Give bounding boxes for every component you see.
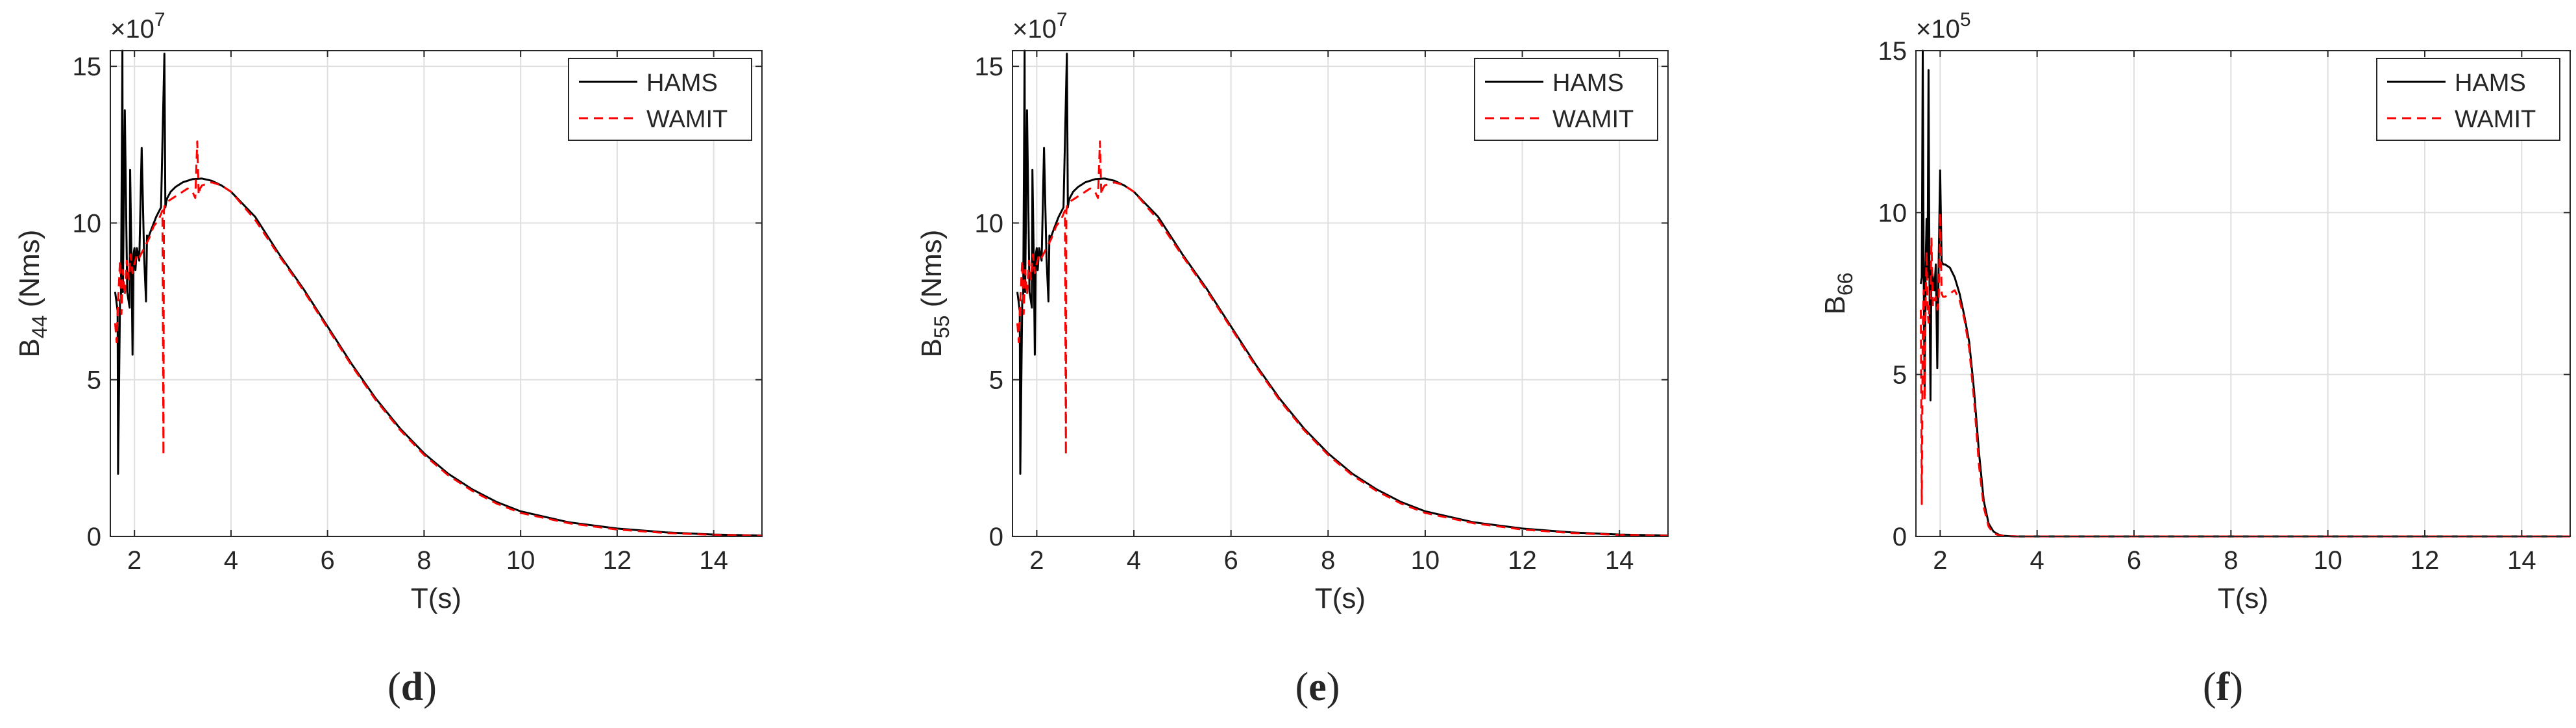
axis-exponent-power: 5: [1960, 9, 1971, 31]
legend-label-hams: HAMS: [646, 69, 718, 97]
x-tick-label: 8: [2224, 546, 2238, 575]
x-tick-labels: 2 4 6 8 10 12 14: [127, 546, 728, 575]
panel-caption-open: (: [387, 665, 401, 709]
y-tick-label: 10: [1878, 199, 1907, 227]
y-axis-label-subscript: 55: [930, 316, 953, 339]
legend-label-wamit: WAMIT: [2455, 106, 2536, 133]
x-tick-label: 6: [2127, 546, 2141, 575]
panel-caption: (d): [387, 665, 437, 709]
x-axis-label: T(s): [1315, 583, 1366, 614]
x-tick-label: 6: [321, 546, 335, 575]
y-tick-labels: 0 5 10 15: [1878, 37, 1907, 551]
series-line-wamit: [1920, 211, 2570, 538]
x-tick-label: 8: [417, 546, 431, 575]
x-tick-label: 4: [1127, 546, 1141, 575]
y-tick-label: 5: [1893, 361, 1907, 390]
chart-panel-d: 2 4 6 8 10 12 14 0 5 10 15 ×107 T(s) B44 (Nms) HAMS WAM…: [14, 9, 763, 709]
x-axis-label: T(s): [411, 583, 461, 614]
axis-exponent: ×107: [110, 9, 166, 44]
x-tick-label: 14: [1605, 546, 1634, 575]
panel-caption-open: (: [2203, 665, 2216, 709]
y-tick-label: 15: [73, 53, 102, 81]
panel-caption-letter: e: [1308, 665, 1327, 709]
chart-panel-e: 2 4 6 8 10 12 14 0 5 10 15 ×107 T(s) B55 (Nms) HAMS WAM…: [916, 9, 1669, 709]
axis-exponent-base: ×10: [1012, 15, 1057, 44]
x-tick-label: 2: [127, 546, 141, 575]
x-axis-label: T(s): [2218, 583, 2268, 614]
y-axis-label-unit: (Nms): [14, 230, 45, 316]
x-tick-label: 14: [2507, 546, 2536, 575]
panel-caption-open: (: [1295, 665, 1309, 709]
series-line-hams: [1016, 49, 1669, 537]
axis-exponent-power: 7: [154, 9, 166, 31]
x-tick-labels: 2 4 6 8 10 12 14: [1029, 546, 1634, 575]
axis-exponent-base: ×10: [110, 15, 154, 44]
panel-caption-letter: f: [2216, 665, 2231, 709]
y-tick-labels: 0 5 10 15: [73, 53, 102, 551]
axis-exponent-power: 7: [1057, 9, 1068, 31]
y-tick-label: 0: [989, 523, 1003, 551]
y-axis-label: B55 (Nms): [916, 230, 953, 358]
panel-caption-close: ): [423, 665, 437, 709]
series-group: [1016, 49, 1669, 537]
axes-box: [1012, 50, 1669, 537]
y-tick-label: 5: [989, 366, 1003, 395]
y-tick-label: 0: [87, 523, 101, 551]
axis-exponent: ×105: [1916, 9, 1971, 44]
series-group: [114, 49, 763, 537]
legend-label-wamit: WAMIT: [1552, 106, 1634, 133]
axes-box: [1915, 50, 2571, 537]
x-tick-label: 12: [603, 546, 632, 575]
y-axis-label-unit: (Nms): [916, 230, 948, 316]
x-tick-label: 12: [1508, 546, 1537, 575]
series-line-wamit: [114, 140, 763, 537]
legend-label-hams: HAMS: [1552, 69, 1624, 97]
y-tick-label: 0: [1893, 523, 1907, 551]
y-tick-label: 15: [1878, 37, 1907, 66]
x-tick-label: 10: [2313, 546, 2342, 575]
legend-label-hams: HAMS: [2455, 69, 2526, 97]
x-tick-label: 10: [1411, 546, 1440, 575]
y-axis-label-main: B: [14, 338, 45, 357]
y-tick-label: 10: [73, 209, 102, 238]
legend-box: [1474, 58, 1658, 141]
legend-label-wamit: WAMIT: [646, 106, 728, 133]
panel-caption-letter: d: [401, 665, 423, 709]
x-tick-label: 4: [224, 546, 238, 575]
y-axis-label-main: B: [916, 338, 948, 357]
panel-caption-close: ): [2229, 665, 2243, 709]
panel-caption: (e): [1295, 665, 1340, 709]
x-tick-label: 2: [1029, 546, 1044, 575]
series-line-wamit: [1016, 140, 1669, 537]
axis-exponent: ×107: [1012, 9, 1068, 44]
x-tick-label: 4: [2030, 546, 2044, 575]
x-tick-label: 14: [699, 546, 728, 575]
x-tick-label: 8: [1321, 546, 1335, 575]
x-tick-label: 12: [2410, 546, 2440, 575]
y-tick-label: 5: [87, 366, 101, 395]
y-tick-labels: 0 5 10 15: [975, 53, 1004, 551]
y-tick-label: 10: [975, 209, 1004, 238]
y-axis-label-main: B: [1819, 295, 1851, 314]
legend: HAMS WAMIT: [1474, 58, 1658, 141]
legend-box: [568, 58, 752, 141]
panel-caption: (f): [2203, 665, 2243, 709]
x-tick-label: 6: [1224, 546, 1238, 575]
legend: HAMS WAMIT: [568, 58, 752, 141]
y-axis-label: B66: [1819, 273, 1857, 315]
y-axis-label: B44 (Nms): [14, 230, 51, 358]
legend-box: [2376, 58, 2560, 141]
panel-caption-close: ): [1327, 665, 1340, 709]
axes-box: [110, 50, 763, 537]
y-axis-label-subscript: 66: [1834, 273, 1857, 296]
x-tick-label: 10: [506, 546, 535, 575]
y-axis-label-subscript: 44: [28, 316, 51, 339]
x-tick-labels: 2 4 6 8 10 12 14: [1933, 546, 2536, 575]
x-tick-label: 2: [1933, 546, 1947, 575]
legend: HAMS WAMIT: [2376, 58, 2560, 141]
axis-exponent-base: ×10: [1916, 15, 1960, 44]
y-tick-label: 15: [975, 53, 1004, 81]
